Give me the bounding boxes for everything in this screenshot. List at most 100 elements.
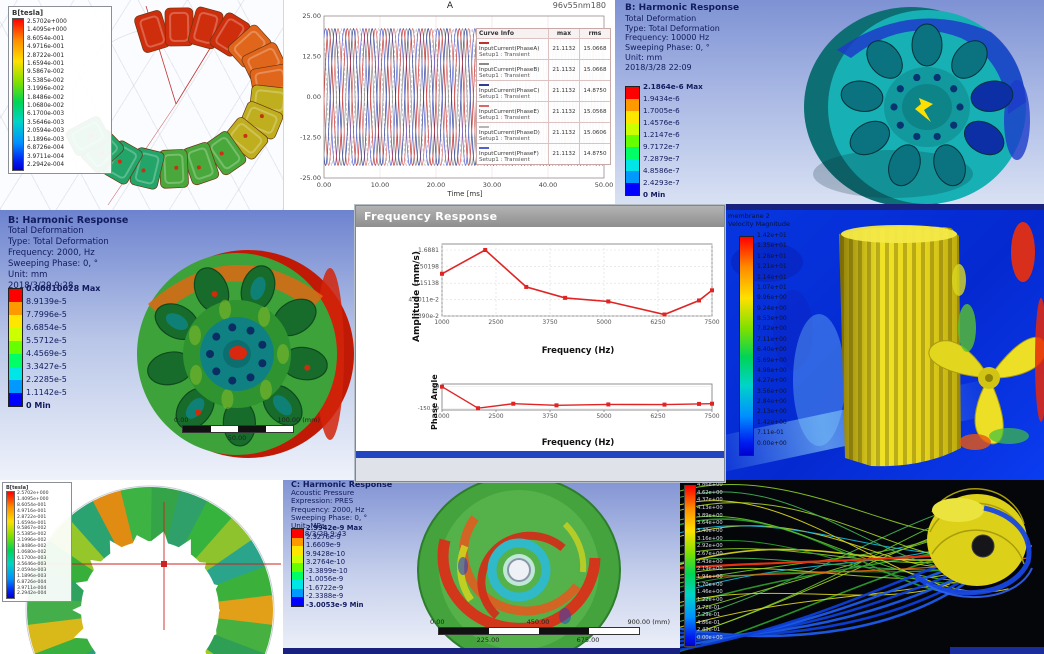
legend-value: 2.13e+00 [757, 408, 787, 416]
svg-text:90: 90 [432, 385, 439, 391]
legend-title-line: membrane 2 [728, 212, 770, 220]
legend-value: 9.9428e-10 [306, 549, 346, 558]
legend-value: 1.7005e-6 [643, 106, 680, 115]
legend-value: 6.1700e-003 [17, 555, 47, 561]
svg-text:1000: 1000 [434, 413, 449, 420]
analysis-title: C: Harmonic Response [291, 480, 393, 489]
info-line: Unit: MPa [291, 521, 325, 531]
curve-swatch [479, 41, 489, 44]
info-line: Unit: mm [8, 270, 48, 280]
analysis-info: C: Harmonic Response Acoustic Pressure Ex… [291, 480, 393, 539]
curve-swatch [479, 125, 489, 128]
curve-swatch [479, 62, 489, 65]
info-line: Expression: PRES [291, 496, 354, 506]
x-axis-label: Time [ms] [447, 190, 483, 198]
chart-corner-label: 96v55nm180 [552, 1, 606, 10]
legend-value: 2.4293e-7 [643, 178, 680, 187]
legend-value: 3.16e+00 [697, 535, 723, 542]
legend-min: 0 Min [26, 401, 51, 410]
info-line: Sweeping Phase: 0, ° [625, 43, 710, 53]
legend-value: 8.53e+00 [757, 315, 787, 322]
legend-value: 1.21e+01 [757, 263, 787, 271]
amplitude-axis-label: Amplitude (mm/s) [412, 251, 422, 342]
panel-harmonic-response-10000hz: B: Harmonic Response Total Deformation Ty… [615, 0, 1044, 210]
gear-model [914, 488, 1033, 599]
curve-info-row: InputCurrent(PhaseD) Setup1 : Transient 21… [477, 122, 610, 143]
legend-value: 1.94e+00 [697, 573, 723, 580]
legend-max: 2.9942e-9 Max [306, 524, 363, 532]
svg-text:1.6881: 1.6881 [418, 247, 439, 254]
legend-value: 2.8722e-001 [27, 52, 65, 59]
legend-value: 1.4095e+000 [27, 27, 67, 34]
legend-value: 1.8486e-002 [27, 94, 65, 101]
legend-min: -3.0053e-9 Min [306, 600, 364, 609]
legend-value: 0.00e+00 [757, 439, 787, 447]
panel-maxwell-field-bottom: B[tesla] 2.5702e+000 1.4095e+000 8.6054e-0… [0, 480, 283, 654]
ruler-label: 0.00 [174, 416, 189, 424]
legend-value: 2.8722e-001 [17, 514, 47, 520]
window-edge [950, 647, 1044, 654]
legend-value: 4.37e+00 [697, 497, 723, 504]
legend-value: 1.0680e-002 [27, 103, 65, 110]
legend-value: 2.43e-01 [697, 627, 721, 634]
svg-text:10.00: 10.00 [371, 181, 390, 189]
legend-value: 5.69e+00 [757, 356, 787, 364]
legend-value: -1.0056e-9 [306, 575, 344, 583]
legend-value: 1.1142e-5 [26, 388, 67, 397]
analysis-title: B: Harmonic Response [625, 3, 740, 13]
legend-value: 7.11e+00 [757, 335, 787, 343]
info-line: Type: Total Deformation [625, 23, 720, 33]
legend-value: 2.92e+00 [697, 543, 723, 550]
legend-colorbar [739, 236, 754, 456]
legend-value: 9.24e+00 [757, 304, 787, 312]
legend-value: 1.6609e-9 [306, 541, 341, 549]
legend-values: 8.9139e-5 7.7996e-5 6.6854e-5 5.5712e-5 4.45… [26, 295, 100, 399]
legend-value: 5.5385e-002 [17, 532, 47, 538]
svg-text:7500: 7500 [704, 413, 719, 420]
legend-value: 2.3276e-9 [306, 532, 341, 541]
info-line: Frequency: 2000, Hz [291, 504, 365, 514]
svg-text:50.00: 50.00 [595, 181, 614, 189]
legend-value: 3.89e+00 [697, 512, 723, 519]
svg-text:-12.50: -12.50 [300, 134, 321, 142]
legend-max: 0.00010028 Max [26, 284, 101, 293]
svg-text:3750: 3750 [542, 413, 557, 420]
svg-text:0.50198: 0.50198 [414, 264, 439, 271]
legend-colorbar [684, 485, 696, 647]
legend-value: 9.5867e-002 [17, 526, 47, 532]
legend-title: B[tesla] [12, 9, 44, 17]
legend-value: 4.98e+00 [757, 366, 787, 374]
legend-value: 5.5712e-5 [26, 336, 67, 345]
frequency-axis-label: Frequency (Hz) [541, 346, 615, 356]
legend-values: 2.3276e-9 1.6609e-9 9.9428e-10 3.2764e-10 -3… [306, 533, 364, 601]
legend-value: 3.9711e-004 [27, 153, 65, 160]
curve-info-row: InputCurrent(PhaseE) Setup1 : Transient 21… [477, 101, 610, 122]
legend-value: 1.6594e-001 [27, 61, 65, 68]
svg-text:2500: 2500 [488, 319, 503, 326]
legend-value: 4.4569e-5 [26, 349, 67, 358]
legend-value: 2.43e+00 [697, 558, 723, 565]
panel-harmonic-response-2000hz: B: Harmonic Response Total Deformation Ty… [0, 210, 360, 480]
legend-value: 9.5867e-002 [27, 69, 65, 76]
field-legend: B[tesla] 2.5702e+000 1.4095e+000 8.6054e-0… [2, 482, 72, 602]
info-line: 2018/3/29 9:43 [291, 529, 347, 539]
legend-values: 2.5702e+000 1.4095e+000 8.6054e-001 4.9716e… [27, 18, 67, 171]
cfd-legend-title: membrane 2 Velocity Magnitude [728, 212, 790, 228]
legend-value: 2.19e+00 [697, 566, 723, 573]
legend-value: 1.42e+01 [757, 232, 787, 239]
legend-value: 1.70e+00 [697, 581, 723, 588]
window-titlebar[interactable]: Frequency Response [356, 206, 724, 227]
legend-value: 6.8726e-004 [27, 145, 65, 152]
legend-colorbar [6, 491, 15, 599]
svg-text:25.00: 25.00 [302, 12, 321, 20]
curve-info-row: InputCurrent(PhaseB) Setup1 : Transient 21… [477, 59, 610, 80]
legend-value: 2.2942e-004 [17, 591, 47, 597]
legend-header: rms [579, 29, 610, 38]
legend-value: 3.64e+00 [697, 520, 723, 527]
legend-header: max [548, 29, 579, 38]
analysis-title: B: Harmonic Response [8, 215, 129, 226]
panel-cfd-velocity: membrane 2 Velocity Magnitude 1.42e+01 1.… [723, 210, 1044, 480]
window-border-strip [356, 451, 724, 458]
acoustic-disc-model [417, 480, 621, 654]
